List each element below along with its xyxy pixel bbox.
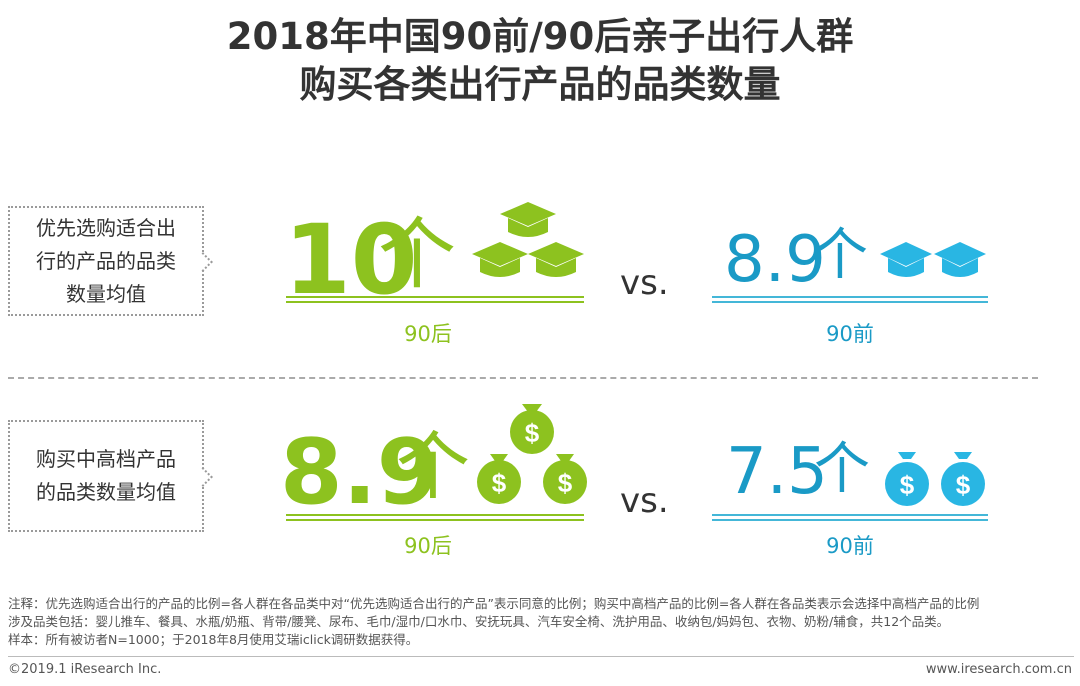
row-1-vs-label: vs. (620, 263, 669, 303)
money-bag-icon-group: $ $ $ (477, 404, 587, 504)
row-1-90hou-value: 10 (284, 204, 418, 316)
row-2-vs-label: vs. (620, 481, 669, 521)
row-1-90qian-value: 8.9 (724, 223, 826, 297)
row-2-label-box: 购买中高档产品 的品类数量均值 (8, 420, 213, 532)
graduation-cap-icon (500, 202, 556, 237)
svg-text:$: $ (956, 470, 971, 500)
note-line-1: 注释：优先选购适合出行的产品的比例=各人群在各品类中对“优先选购适合出行的产品”… (8, 596, 980, 611)
graduation-cap-icon (528, 242, 584, 277)
footer-copyright: ©2019.1 iResearch Inc. (8, 662, 162, 677)
label-box-pointer (193, 252, 213, 272)
row-1-90qian-underline (712, 296, 988, 303)
row-1-label-line: 优先选购适合出 (36, 215, 176, 240)
money-bag-icon: $ (885, 452, 929, 506)
row-2-label-line: 购买中高档产品 (36, 447, 176, 471)
graduation-cap-icon-group (472, 202, 584, 277)
row-1-90hou-unit: 个 (378, 210, 457, 300)
label-box-pointer (193, 467, 213, 487)
row-1-label-line: 数量均值 (66, 281, 146, 306)
graduation-cap-icon (472, 242, 528, 277)
svg-text:$: $ (492, 468, 507, 498)
graduation-cap-icon-group (880, 242, 986, 277)
money-bag-icon: $ (941, 452, 985, 506)
row-2-90hou-underline (286, 514, 584, 521)
row-2-label-line: 的品类数量均值 (36, 480, 176, 504)
svg-text:$: $ (900, 470, 915, 500)
money-bag-icon: $ (510, 404, 554, 454)
graduation-cap-icon (934, 242, 986, 277)
graduation-cap-icon (880, 242, 932, 277)
row-1-90hou-group-label: 90后 (404, 322, 452, 346)
footer-url[interactable]: www.iresearch.com.cn (925, 662, 1072, 677)
row-2-90qian-group-label: 90前 (826, 534, 874, 558)
money-bag-icon-group: $ $ (885, 452, 985, 506)
note-line-2: 涉及品类包括：婴儿推车、餐具、水瓶/奶瓶、背带/腰凳、尿布、毛巾/湿巾/口水巾、… (8, 614, 950, 629)
svg-text:$: $ (525, 418, 540, 448)
row-2-90hou-unit: 个 (396, 424, 470, 510)
row-2-90hou-value: 8.9 (280, 420, 440, 525)
row-2-90qian-underline (712, 514, 988, 521)
money-bag-icon: $ (477, 454, 521, 504)
section-divider (8, 377, 1038, 379)
svg-text:$: $ (558, 468, 573, 498)
row-1-label-box: 优先选购适合出 行的产品的品类 数量均值 (8, 206, 213, 316)
row-1-label-line: 行的产品的品类 (36, 248, 176, 273)
row-2-90qian-value: 7.5 (726, 435, 828, 509)
note-line-3: 样本：所有被访者N=1000；于2018年8月使用艾瑞iclick调研数据获得。 (8, 632, 419, 647)
row-1-90qian-unit: 个 (812, 223, 868, 288)
chart-title-line-1: 2018年中国90前/90后亲子出行人群 (226, 15, 854, 58)
row-2-90qian-unit: 个 (814, 437, 870, 502)
money-bag-icon: $ (543, 454, 587, 504)
row-1-90hou-underline (286, 296, 584, 303)
chart-title-line-2: 购买各类出行产品的品类数量 (299, 63, 781, 106)
footer-divider (8, 656, 1074, 657)
row-1-90qian-group-label: 90前 (826, 322, 874, 346)
row-2-90hou-group-label: 90后 (404, 534, 452, 558)
